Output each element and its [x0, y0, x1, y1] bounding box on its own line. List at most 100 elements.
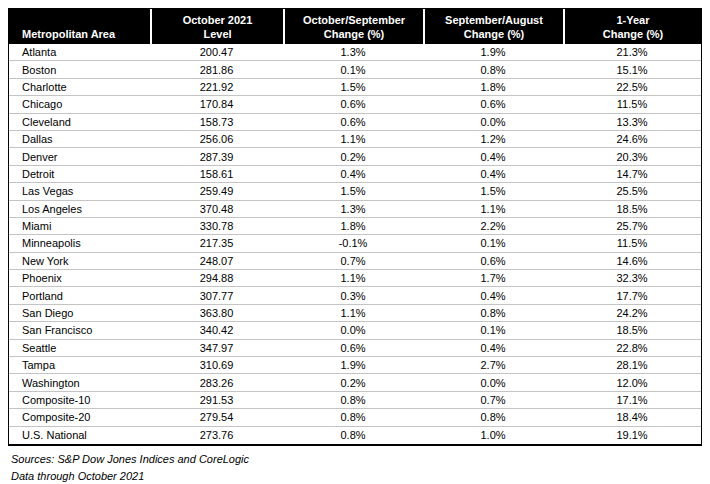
- cell-level: 200.47: [150, 46, 283, 58]
- table-row: Los Angeles370.481.3%1.1%18.5%: [9, 201, 701, 218]
- cell-one_year: 15.1%: [563, 64, 701, 76]
- cell-sep_aug: 0.1%: [423, 324, 563, 336]
- cell-sep_aug: 0.8%: [423, 411, 563, 423]
- table-header: Metropolitan Area October 2021 Level Oct…: [9, 9, 701, 44]
- table-row: Denver287.390.2%0.4%20.3%: [9, 148, 701, 165]
- cell-oct_sep: 0.8%: [283, 429, 423, 441]
- cell-level: 217.35: [150, 237, 283, 249]
- cell-sep_aug: 0.0%: [423, 116, 563, 128]
- cell-one_year: 18.5%: [563, 324, 701, 336]
- cell-sep_aug: 2.2%: [423, 220, 563, 232]
- cell-sep_aug: 0.0%: [423, 377, 563, 389]
- cell-area: Seattle: [9, 342, 150, 354]
- table-footnotes: Sources: S&P Dow Jones Indices and CoreL…: [8, 446, 702, 484]
- table-row: Atlanta200.471.3%1.9%21.3%: [9, 44, 701, 61]
- table-row: Dallas256.061.1%1.2%24.6%: [9, 131, 701, 148]
- column-header-october-september-change: October/September Change (%): [283, 9, 423, 44]
- cell-area: Phoenix: [9, 272, 150, 284]
- cell-area: Cleveland: [9, 116, 150, 128]
- cell-one_year: 18.4%: [563, 411, 701, 423]
- cell-sep_aug: 0.1%: [423, 237, 563, 249]
- cell-one_year: 22.5%: [563, 81, 701, 93]
- cell-sep_aug: 1.2%: [423, 133, 563, 145]
- cell-oct_sep: 0.8%: [283, 411, 423, 423]
- cell-sep_aug: 0.4%: [423, 290, 563, 302]
- cell-sep_aug: 0.7%: [423, 394, 563, 406]
- cell-sep_aug: 0.8%: [423, 307, 563, 319]
- cell-oct_sep: 1.1%: [283, 133, 423, 145]
- cell-oct_sep: 0.0%: [283, 324, 423, 336]
- cell-area: Minneapolis: [9, 237, 150, 249]
- cell-sep_aug: 1.5%: [423, 185, 563, 197]
- table-row: Portland307.770.3%0.4%17.7%: [9, 287, 701, 304]
- table-row: Seattle347.970.6%0.4%22.8%: [9, 340, 701, 357]
- cell-one_year: 25.5%: [563, 185, 701, 197]
- cell-one_year: 22.8%: [563, 342, 701, 354]
- cell-sep_aug: 0.8%: [423, 64, 563, 76]
- cell-area: Tampa: [9, 359, 150, 371]
- cell-one_year: 12.0%: [563, 377, 701, 389]
- cell-area: Dallas: [9, 133, 150, 145]
- cell-level: 259.49: [150, 185, 283, 197]
- cell-one_year: 24.2%: [563, 307, 701, 319]
- cell-level: 273.76: [150, 429, 283, 441]
- cell-area: Atlanta: [9, 46, 150, 58]
- cell-level: 248.07: [150, 255, 283, 267]
- cell-level: 370.48: [150, 203, 283, 215]
- table-row: Composite-20279.540.8%0.8%18.4%: [9, 409, 701, 426]
- cell-oct_sep: 0.6%: [283, 116, 423, 128]
- cell-sep_aug: 0.6%: [423, 255, 563, 267]
- cell-area: Composite-10: [9, 394, 150, 406]
- cell-oct_sep: 0.3%: [283, 290, 423, 302]
- cell-one_year: 14.7%: [563, 168, 701, 180]
- cell-level: 281.86: [150, 64, 283, 76]
- cell-level: 158.73: [150, 116, 283, 128]
- table-row: Detroit158.610.4%0.4%14.7%: [9, 166, 701, 183]
- cell-oct_sep: 0.2%: [283, 377, 423, 389]
- cell-area: Detroit: [9, 168, 150, 180]
- cell-sep_aug: 1.1%: [423, 203, 563, 215]
- cell-one_year: 21.3%: [563, 46, 701, 58]
- table-row: San Diego363.801.1%0.8%24.2%: [9, 305, 701, 322]
- cell-one_year: 13.3%: [563, 116, 701, 128]
- cell-level: 307.77: [150, 290, 283, 302]
- cell-one_year: 25.7%: [563, 220, 701, 232]
- cell-area: Charlotte: [9, 81, 150, 93]
- cell-area: Boston: [9, 64, 150, 76]
- cell-level: 363.80: [150, 307, 283, 319]
- cell-one_year: 17.7%: [563, 290, 701, 302]
- table-row: Phoenix294.881.1%1.7%32.3%: [9, 270, 701, 287]
- cell-oct_sep: 1.5%: [283, 185, 423, 197]
- column-header-line1: October 2021: [183, 13, 253, 27]
- sources-note: Sources: S&P Dow Jones Indices and CoreL…: [11, 451, 702, 468]
- cell-sep_aug: 0.6%: [423, 98, 563, 110]
- column-header-line2: Change (%): [603, 27, 664, 41]
- cell-oct_sep: 1.9%: [283, 359, 423, 371]
- column-header-line2: Level: [203, 27, 231, 41]
- table-row: New York248.070.7%0.6%14.6%: [9, 253, 701, 270]
- cell-one_year: 17.1%: [563, 394, 701, 406]
- column-header-september-august-change: September/August Change (%): [423, 9, 563, 44]
- table-row: Chicago170.840.6%0.6%11.5%: [9, 96, 701, 113]
- cell-area: Chicago: [9, 98, 150, 110]
- cell-level: 279.54: [150, 411, 283, 423]
- table-row: Cleveland158.730.6%0.0%13.3%: [9, 114, 701, 131]
- cell-oct_sep: 1.3%: [283, 46, 423, 58]
- cell-sep_aug: 0.4%: [423, 342, 563, 354]
- table-row: Miami330.781.8%2.2%25.7%: [9, 218, 701, 235]
- column-header-october-2021-level: October 2021 Level: [150, 9, 283, 44]
- cell-level: 340.42: [150, 324, 283, 336]
- cell-area: U.S. National: [9, 429, 150, 441]
- column-header-metropolitan-area: Metropolitan Area: [9, 9, 150, 44]
- cell-oct_sep: 0.7%: [283, 255, 423, 267]
- column-header-line1: September/August: [445, 13, 543, 27]
- cell-oct_sep: 0.1%: [283, 64, 423, 76]
- table-row: Minneapolis217.35-0.1%0.1%11.5%: [9, 235, 701, 252]
- cell-level: 287.39: [150, 151, 283, 163]
- home-price-index-table: Metropolitan Area October 2021 Level Oct…: [8, 8, 702, 446]
- cell-one_year: 18.5%: [563, 203, 701, 215]
- table-row: Charlotte221.921.5%1.8%22.5%: [9, 79, 701, 96]
- cell-area: Las Vegas: [9, 185, 150, 197]
- cell-sep_aug: 1.7%: [423, 272, 563, 284]
- column-header-label: Metropolitan Area: [22, 27, 115, 41]
